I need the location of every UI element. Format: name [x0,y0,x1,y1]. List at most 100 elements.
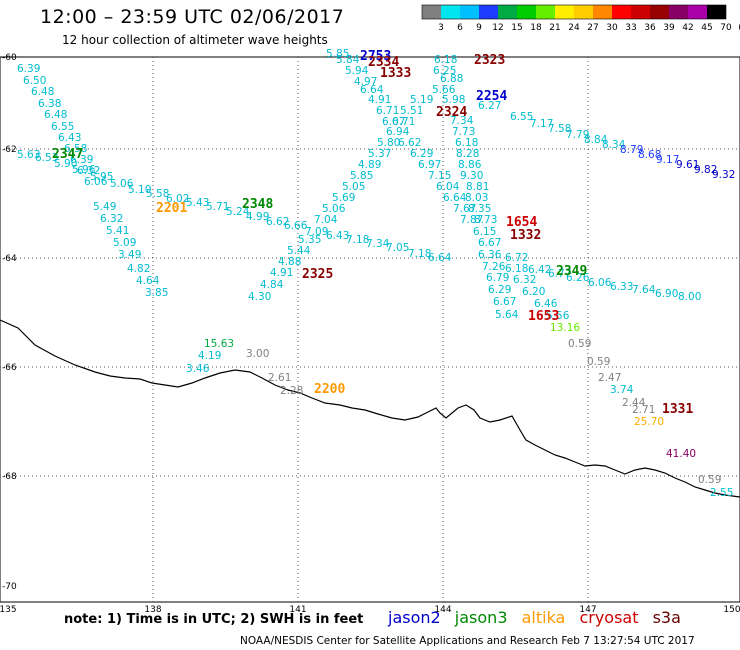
legend-jason3: jason3 [454,608,508,627]
swh-value: 4.82 [127,263,150,275]
swh-value: 6.62 [398,137,421,149]
swh-value: 9.30 [460,170,483,182]
colorbar-tick-label: 21 [549,23,560,33]
swh-value: 5.94 [345,65,369,77]
swh-value: 6.18 [455,137,478,149]
swh-value: 7.58 [548,123,571,135]
lat-lon-grid [0,57,740,602]
swh-value: 9.61 [676,159,699,171]
swh-value: 6.42 [528,264,551,276]
page-title: 12:00 – 23:59 UTC 02/06/2017 [40,6,345,28]
legend-cryosat: cryosat [579,608,639,627]
swh-value: 5.56 [546,310,570,322]
swh-value: 7.73 [452,126,475,138]
swh-value: 2.28 [280,385,303,397]
swh-value: 7.18 [346,234,369,246]
swh-value: 6.32 [100,213,123,225]
colorbar-swatch [536,5,555,19]
swh-value: 4.64 [136,275,160,287]
swh-value: 15.63 [204,338,234,350]
swh-value: 6.38 [38,98,61,110]
pass-time-label: 2349 [556,264,587,279]
swh-value: 6.62 [266,216,289,228]
swh-value: 8.68 [638,149,661,161]
longitude-label: 150 [723,605,740,615]
swh-value: 6.48 [44,109,67,121]
latitude-label: -60 [2,53,17,63]
swh-value: 8.28 [456,148,479,160]
colorbar-tick-label: 12 [492,23,503,33]
swh-value: 5.06 [322,203,346,215]
swh-value: 8.03 [465,192,488,204]
swh-value: 6.71 [376,105,399,117]
swh-value: 0.59 [698,474,721,486]
swh-value: 6.18 [505,263,528,275]
swh-value: 5.24 [226,206,250,218]
swh-value: 4.88 [278,256,301,268]
swh-value: 13.16 [550,322,580,334]
colorbar-tick-label: 33 [625,23,636,33]
swh-value: 5.69 [332,192,355,204]
swh-value: 6.07 [382,116,405,128]
swh-value: 6.64 [360,84,384,96]
swh-value: 4.30 [248,291,271,303]
swh-value: 9.17 [656,154,679,166]
swh-value: 5.37 [368,148,391,160]
colorbar-swatch [441,5,460,19]
colorbar-swatch [422,5,441,19]
swh-value: 6.55 [510,111,533,123]
latitude-label: -70 [2,582,17,592]
legend-s3a: s3a [652,608,681,627]
antarctic-coastline [0,319,740,498]
swh-value: 0.59 [568,338,591,350]
swh-value: 5.71 [206,201,229,213]
swh-value: 7.79 [566,129,589,141]
swh-value: 6.48 [31,86,54,98]
pass-time-label: 2347 [52,147,83,162]
swh-value: 8.73 [474,214,497,226]
swh-value: 3.00 [246,348,269,360]
swh-value: 7.04 [314,214,338,226]
swh-value: 7.34 [450,115,474,127]
swh-value: 6.64 [443,192,467,204]
swh-value: 6.66 [284,220,308,232]
swh-value: 2.61 [268,372,291,384]
swh-value: 6.58 [64,143,87,155]
swh-value: 6.43 [326,230,349,242]
swh-value: 8.34 [602,139,626,151]
swh-value: 5.09 [113,237,136,249]
swh-value: 6.77 [548,268,571,280]
colorbar-tick-label: (ft) [738,23,740,33]
swh-value: 8.86 [458,159,482,171]
page-subtitle: 12 hour collection of altimeter wave hei… [62,33,328,47]
colorbar-tick-label: 6 [457,23,463,33]
colorbar-tick-label: 42 [682,23,693,33]
swh-value: 4.84 [260,279,284,291]
longitude-label: 141 [289,605,306,615]
swh-value: 5.51 [400,105,423,117]
swh-value: 3.46 [186,363,210,375]
swh-value: 6.06 [588,277,612,289]
swh-value: 6.50 [23,75,46,87]
colorbar-tick-label: 39 [663,23,675,33]
swh-value: 6.88 [440,73,463,85]
swh-value: 5.63 [17,149,40,161]
swh-value: 5.84 [336,54,360,66]
swh-value: 5.98 [442,94,465,106]
swh-value: 5.90 [54,158,77,170]
latitude-label: -66 [2,363,17,373]
swh-value: 5.43 [186,197,209,209]
swh-value: 4.99 [246,211,269,223]
swh-value: 5.49 [93,201,116,213]
colorbar-swatch [650,5,669,19]
pass-time-label: 2254 [476,89,507,104]
swh-value: 2.47 [598,372,621,384]
credit-line: NOAA/NESDIS Center for Satellite Applica… [240,635,695,647]
swh-value: 6.32 [77,165,100,177]
swh-value: 7.17 [530,118,553,130]
swh-value: 6.25 [433,65,456,77]
colorbar-tick-label: 30 [606,23,618,33]
colorbar-swatch [555,5,574,19]
legend-jason2: jason2 [388,608,441,627]
